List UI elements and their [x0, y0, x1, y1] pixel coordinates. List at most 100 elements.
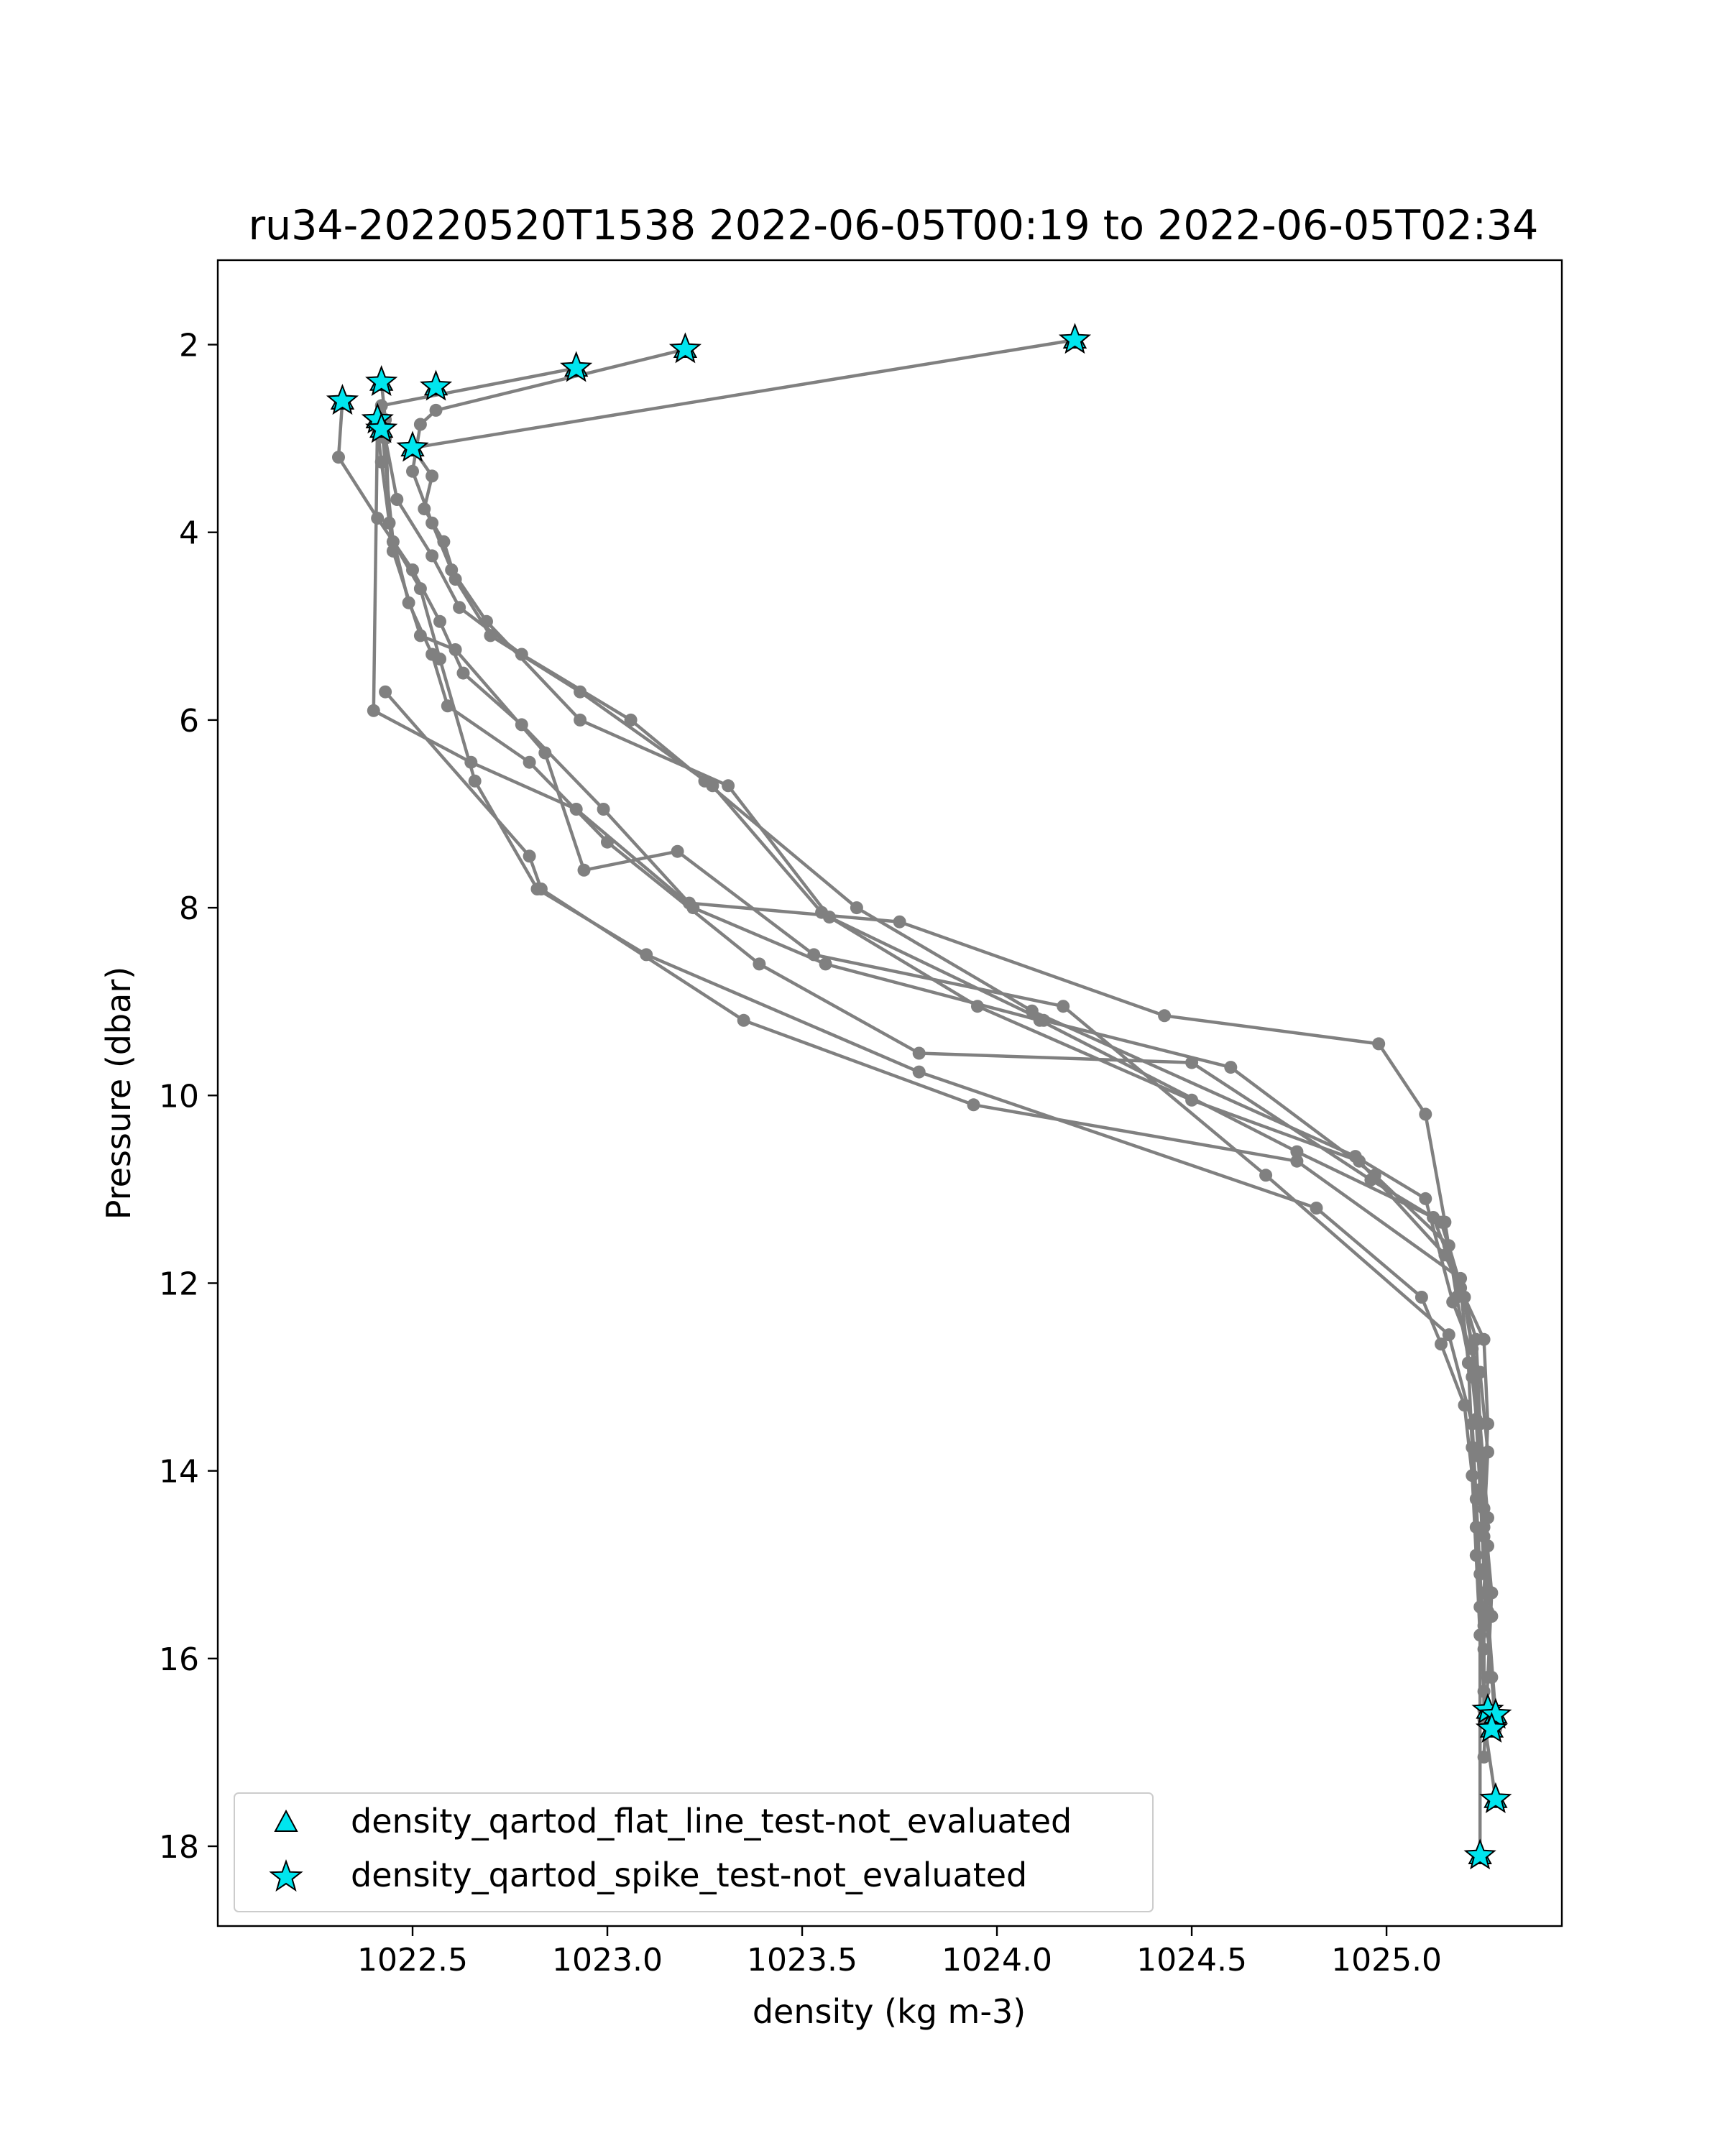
- data-point: [1259, 1169, 1273, 1182]
- data-point: [1458, 1399, 1471, 1412]
- data-point: [406, 464, 419, 478]
- data-point: [538, 746, 552, 760]
- data-point: [1372, 1037, 1386, 1051]
- legend-label-flat-line: density_qartod_flat_line_test-not_evalua…: [351, 1802, 1072, 1841]
- data-point: [367, 704, 380, 717]
- data-point: [722, 779, 735, 793]
- data-point: [456, 666, 470, 680]
- data-point: [1158, 1009, 1172, 1023]
- legend-star-marker: [269, 1859, 303, 1892]
- x-tick-label: 1023.5: [747, 1942, 857, 1978]
- data-point: [426, 549, 439, 563]
- data-point: [912, 1065, 926, 1079]
- spike-flag-marker: [1479, 1697, 1512, 1729]
- y-tick-label: 12: [159, 1266, 199, 1302]
- spike-flag-marker: [396, 430, 429, 462]
- y-tick-label: 16: [159, 1641, 199, 1678]
- data-point: [426, 469, 439, 483]
- data-point: [1224, 1061, 1238, 1074]
- axes-frame: [216, 259, 1563, 1927]
- data-point: [1348, 1150, 1362, 1164]
- data-point: [426, 516, 439, 530]
- data-point: [577, 863, 591, 877]
- spike-flag-marker: [365, 412, 398, 443]
- x-axis-label: density (kg m-3): [753, 1992, 1026, 2031]
- data-point: [413, 582, 427, 596]
- data-point: [624, 713, 638, 727]
- data-point: [1481, 1539, 1494, 1553]
- spike-flag-marker: [668, 332, 702, 364]
- data-point: [1364, 1173, 1378, 1187]
- data-point: [597, 803, 610, 816]
- data-point: [1419, 1107, 1432, 1121]
- x-tick-label: 1024.5: [1136, 1942, 1247, 1978]
- spike-flag-marker: [1058, 323, 1092, 354]
- data-point: [1473, 1600, 1487, 1613]
- data-point: [1466, 1342, 1479, 1355]
- data-point: [413, 629, 427, 642]
- chart-title: ru34-20220520T1538 2022-06-05T00:19 to 2…: [249, 202, 1539, 249]
- data-point: [1290, 1154, 1304, 1168]
- spike-flag-marker: [365, 365, 398, 397]
- data-point: [1057, 1000, 1070, 1013]
- data-point: [574, 713, 587, 727]
- legend-label-spike: density_qartod_spike_test-not_evaluated: [351, 1856, 1027, 1894]
- data-point: [1485, 1610, 1499, 1623]
- data-point: [1185, 1056, 1199, 1069]
- x-tick-label: 1025.0: [1331, 1942, 1442, 1978]
- spike-flag-marker: [560, 351, 593, 382]
- data-point: [453, 601, 466, 614]
- data-point: [671, 844, 684, 858]
- data-point: [850, 901, 863, 915]
- y-tick-label: 6: [179, 703, 199, 740]
- y-tick-label: 8: [179, 890, 199, 927]
- data-point: [1469, 1521, 1483, 1534]
- x-tick-label: 1022.5: [357, 1942, 468, 1978]
- data-point: [1427, 1211, 1440, 1224]
- data-point: [1435, 1337, 1448, 1351]
- y-tick-label: 2: [179, 328, 199, 364]
- spike-flag-marker: [1475, 1712, 1509, 1743]
- data-point: [893, 915, 906, 929]
- data-point: [429, 403, 443, 417]
- y-axis-label: Pressure (dbar): [99, 967, 138, 1220]
- spike-flag-marker: [326, 384, 359, 415]
- data-point: [1310, 1202, 1323, 1215]
- data-point: [1442, 1328, 1455, 1342]
- y-tick-label: 18: [159, 1829, 199, 1866]
- y-tick-label: 10: [159, 1078, 199, 1115]
- data-point: [523, 755, 536, 769]
- x-tick-label: 1023.0: [552, 1942, 663, 1978]
- data-point: [386, 535, 400, 548]
- data-point: [332, 451, 345, 464]
- data-point: [468, 774, 482, 788]
- data-point: [448, 643, 462, 656]
- legend: density_qartod_flat_line_test-not_evalua…: [234, 1792, 1154, 1912]
- y-tick-label: 4: [179, 515, 199, 552]
- data-point: [1414, 1291, 1428, 1304]
- data-point: [912, 1046, 926, 1060]
- plot-area: [326, 323, 1512, 1870]
- data-point: [1473, 1483, 1487, 1496]
- data-point: [1466, 1441, 1479, 1454]
- data-point: [523, 849, 536, 863]
- x-tick-label: 1024.0: [942, 1942, 1052, 1978]
- data-point: [433, 614, 446, 628]
- data-point: [698, 774, 712, 788]
- data-point: [464, 755, 478, 769]
- data-point: [534, 883, 548, 895]
- data-point: [569, 803, 583, 816]
- spike-flag-marker: [419, 369, 453, 401]
- data-point: [1477, 1685, 1491, 1698]
- data-point: [1419, 1192, 1432, 1205]
- data-point: [1025, 1004, 1039, 1018]
- data-point: [967, 1098, 980, 1112]
- data-point: [390, 493, 404, 506]
- data-point: [433, 653, 446, 665]
- data-point: [1454, 1271, 1468, 1285]
- spike-flag-marker: [1463, 1838, 1496, 1870]
- y-tick-label: 14: [159, 1454, 199, 1491]
- data-point: [686, 901, 700, 915]
- profile-line-6: [375, 428, 1498, 1800]
